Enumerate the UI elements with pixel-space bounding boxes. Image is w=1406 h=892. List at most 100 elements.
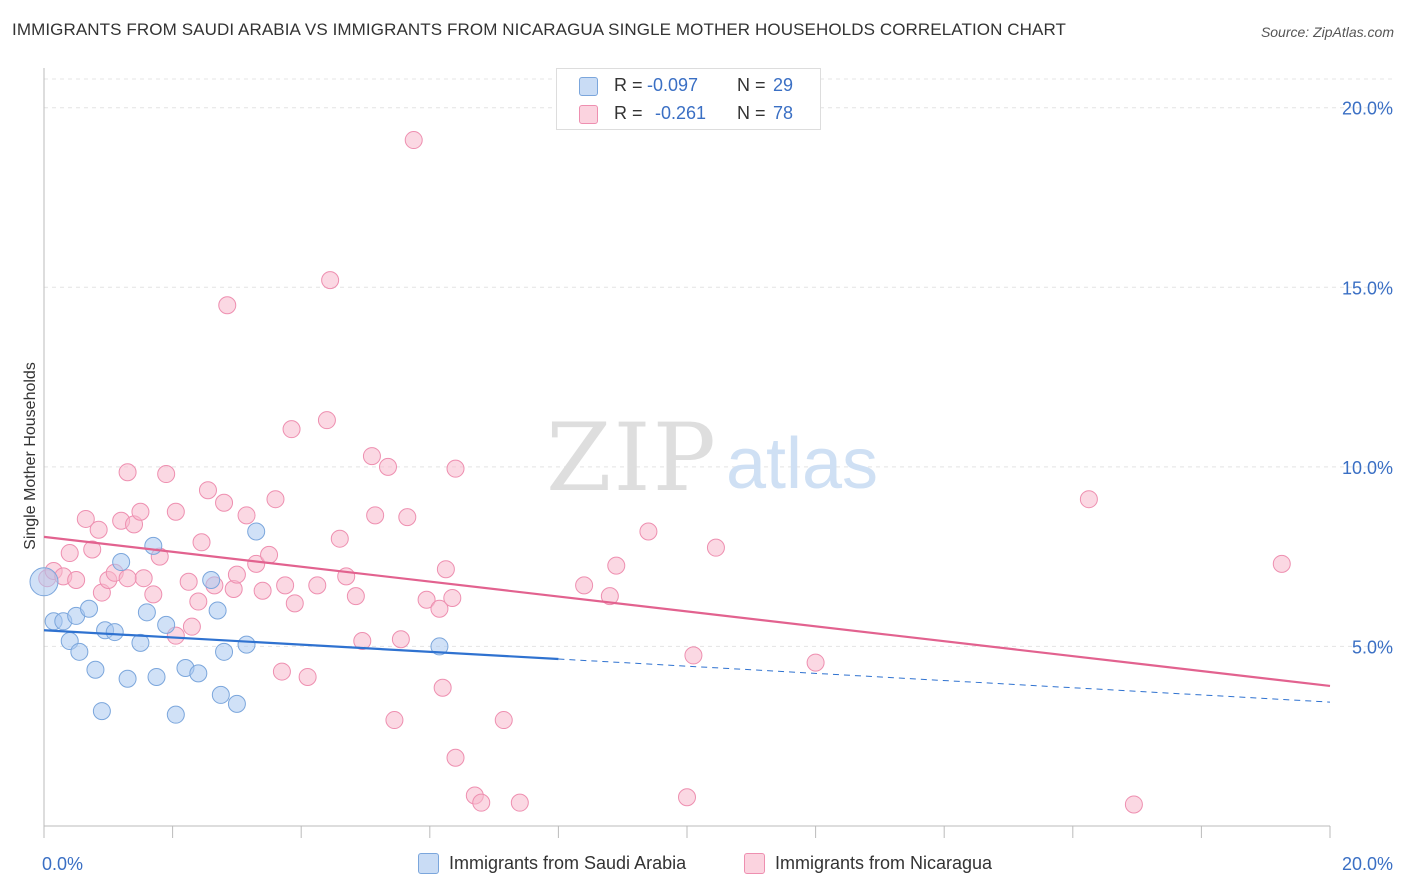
nicaragua-point-36 [276,576,295,595]
nicaragua-point-64 [510,793,529,812]
nicaragua-point-42 [321,271,340,290]
saudi-point-17 [157,615,176,634]
nicaragua-point-4 [67,570,86,589]
saudi-point-14 [137,603,156,622]
nicaragua-trend-line [43,535,1331,688]
nicaragua-point-71 [706,538,725,557]
nicaragua-point-12 [118,463,137,482]
y-tick-label-1: 10.0% [1342,458,1393,478]
nicaragua-point-18 [157,465,176,484]
legend-swatch-saudi [579,77,598,96]
correlation-legend: R = -0.097 N = 29 R = -0.261 N = 78 [556,68,821,130]
saudi-point-15 [144,536,163,555]
nicaragua-point-54 [417,590,436,609]
nicaragua-point-75 [1272,554,1291,573]
chart-title: IMMIGRANTS FROM SAUDI ARABIA VS IMMIGRAN… [12,20,1067,39]
legend-n-label: N = [737,75,766,95]
nicaragua-point-39 [298,667,317,686]
saudi-point-26 [237,635,256,654]
nicaragua-point-76 [118,569,137,588]
saudi-point-10 [105,623,124,642]
nicaragua-point-38 [285,594,304,613]
nicaragua-point-69 [678,788,696,807]
trend-lines [43,535,1331,703]
bottom-legend-label-saudi: Immigrants from Saudi Arabia [449,853,687,873]
nicaragua-point-74 [1124,795,1143,814]
saudi-point-8 [92,702,111,721]
nicaragua-point-45 [346,587,365,606]
nicaragua-point-47 [362,447,381,466]
saudi-point-11 [112,553,131,572]
nicaragua-point-23 [192,533,211,552]
nicaragua-point-56 [433,678,452,697]
watermark: ZIP atlas [546,404,878,513]
bottom-legend-label-nicaragua: Immigrants from Nicaragua [775,853,993,873]
nicaragua-point-7 [89,520,108,539]
saudi-point-18 [166,705,185,724]
saudi-point-12 [118,669,137,688]
nicaragua-point-57 [436,560,455,579]
legend-n-value: 29 [773,75,794,95]
watermark-zip: ZIP [546,404,718,513]
nicaragua-point-37 [282,420,301,439]
nicaragua-point-46 [353,632,372,651]
saudi-point-27 [247,522,266,541]
nicaragua-point-15 [134,569,153,588]
nicaragua-point-49 [379,457,398,476]
saudi-points [29,522,449,724]
nicaragua-point-14 [131,502,150,521]
saudi-trend-extension [558,658,1331,703]
nicaragua-point-50 [385,711,404,730]
nicaragua-point-30 [237,506,256,525]
nicaragua-point-5 [76,509,95,528]
saudi-point-20 [189,664,208,683]
y-tick-label-3: 20.0% [1342,99,1393,119]
saudi-point-6 [80,599,99,618]
nicaragua-point-52 [398,508,417,527]
nicaragua-point-60 [446,459,465,478]
x-tick-label-1: 20.0% [1342,854,1393,874]
saudi-point-0 [29,567,59,597]
saudi-point-25 [227,694,246,713]
nicaragua-point-26 [215,493,234,512]
saudi-point-24 [215,642,234,661]
y-tick-label-2: 15.0% [1342,278,1393,298]
saudi-point-21 [202,570,221,589]
nicaragua-point-33 [260,545,279,564]
nicaragua-point-73 [1079,490,1098,509]
nicaragua-point-55 [430,599,449,618]
nicaragua-point-35 [272,662,291,681]
legend-r-label: R = [614,103,643,123]
nicaragua-point-24 [198,481,217,500]
nicaragua-point-41 [317,411,336,430]
saudi-point-28 [430,637,449,656]
nicaragua-point-40 [308,576,327,595]
nicaragua-point-58 [443,588,462,607]
legend-r-value: -0.097 [647,75,699,95]
nicaragua-point-72 [806,653,825,672]
saudi-point-22 [208,601,227,620]
nicaragua-point-31 [247,554,266,573]
nicaragua-point-51 [391,630,410,649]
legend-n-value: 78 [773,103,794,123]
legend-n-label: N = [737,103,766,123]
saudi-point-23 [211,685,230,704]
nicaragua-point-43 [330,529,349,548]
nicaragua-point-32 [253,581,272,600]
axes [43,68,1331,838]
source-credit: Source: ZipAtlas.com [1260,24,1394,40]
watermark-atlas: atlas [726,424,878,504]
nicaragua-point-68 [639,522,658,541]
saudi-point-7 [86,660,105,679]
x-tick-label-0: 0.0% [42,854,83,874]
nicaragua-point-21 [179,572,198,591]
y-tick-label-0: 5.0% [1352,637,1393,657]
legend-r-label: R = [614,75,643,95]
saudi-trend-line [43,629,559,661]
nicaragua-point-6 [83,540,102,559]
nicaragua-point-48 [366,506,385,525]
nicaragua-point-59 [446,748,465,767]
nicaragua-point-3 [60,544,79,563]
nicaragua-point-65 [575,576,594,595]
